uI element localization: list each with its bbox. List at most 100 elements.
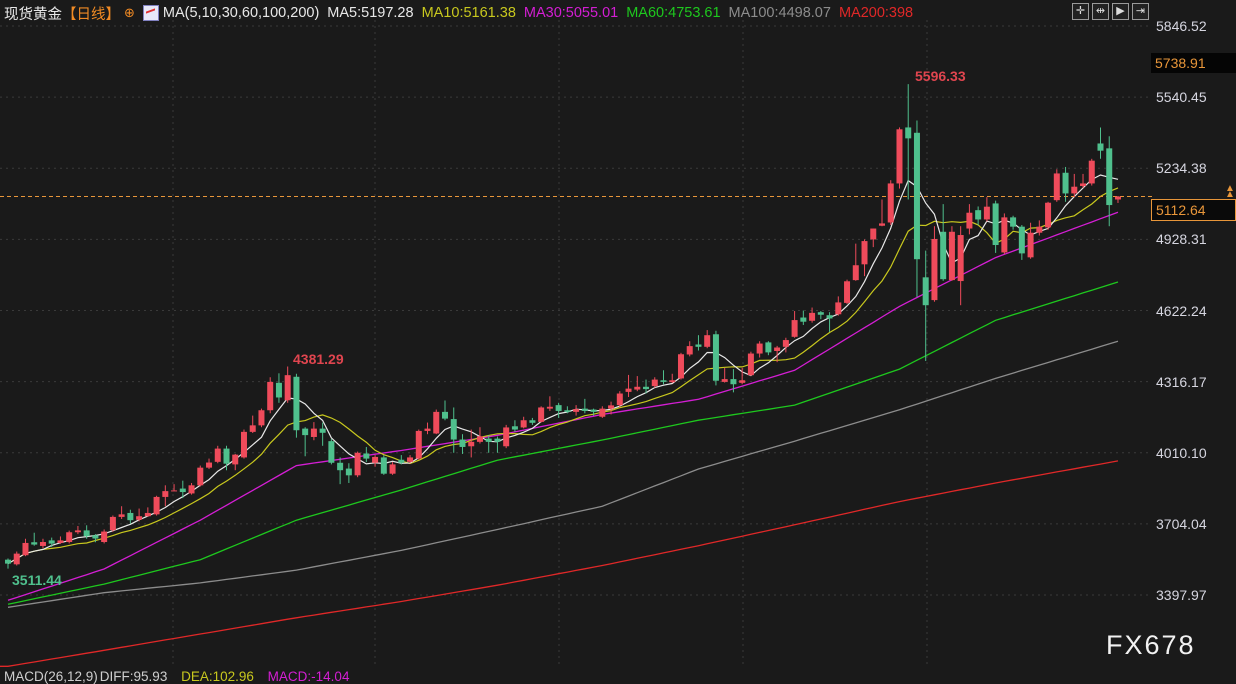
local-max-label: 4381.29 (293, 351, 344, 367)
candle-up (424, 428, 431, 431)
candle-up (948, 231, 955, 281)
candle-up (1036, 226, 1043, 233)
candle-up (240, 431, 247, 458)
candle-up (1080, 183, 1087, 186)
axis-tick: 5846.52 (1156, 18, 1207, 34)
instrument-title: 现货黄金 (4, 6, 62, 23)
ma60-value: MA60:4753.61 (626, 5, 721, 21)
candle-down (1097, 143, 1104, 151)
candle-down (511, 426, 518, 430)
play-icon[interactable]: ▶ (1112, 3, 1129, 20)
candle-up (957, 235, 964, 282)
candle-up (756, 343, 763, 354)
candle-down (660, 380, 667, 382)
settings-icon[interactable]: ⊕ (124, 5, 135, 20)
candle-up (468, 441, 475, 447)
candle-down (826, 315, 833, 319)
macd-dea: DEA:102.96 (181, 669, 254, 684)
candle-down (817, 312, 824, 315)
candle-up (74, 530, 81, 533)
candle-up (109, 516, 116, 531)
ma100-line (7, 340, 1119, 608)
scroll-up-icon[interactable]: ▲ ▲ (1225, 183, 1235, 200)
axis-tick: 4928.31 (1156, 231, 1207, 247)
candle-up (162, 491, 169, 497)
high-price-marker: 5738.91 (1151, 53, 1236, 73)
candle-up (310, 428, 317, 437)
candle-up (835, 302, 842, 315)
candle-up (608, 405, 615, 409)
candle-up (966, 212, 973, 229)
candle-down (590, 409, 597, 412)
candle-up (931, 238, 938, 301)
candle-down (494, 438, 501, 442)
candle-up (1053, 173, 1060, 201)
candle-down (179, 488, 186, 493)
candle-up (118, 514, 125, 517)
candle-up (538, 407, 545, 422)
candle-up (669, 380, 676, 383)
exit-icon[interactable]: ⇥ (1132, 3, 1149, 20)
candle-up (677, 354, 684, 379)
indicator-chart-icon[interactable] (142, 5, 159, 21)
candle-down (800, 317, 807, 322)
candle-up (39, 542, 46, 546)
axis-tick: 4622.24 (1156, 303, 1207, 319)
chart-header: 现货黄金 【日线】 ⊕ MA(5,10,30,60,100,200) MA5:5… (4, 3, 921, 23)
candle-up (476, 436, 483, 442)
ma200-line (0, 460, 1119, 667)
candle-up (267, 381, 274, 411)
candle-up (739, 380, 746, 383)
min-price-label: 3511.44 (12, 572, 62, 588)
ma60-line (7, 281, 1119, 605)
candle-up (1027, 232, 1034, 258)
candle-up (1071, 186, 1078, 194)
candle-down (337, 462, 344, 471)
candle-down (975, 210, 982, 220)
candle-down (450, 419, 457, 440)
macd-legend: MACD(26,12,9) DIFF:95.93 DEA:102.96 MACD:… (4, 669, 359, 684)
candle-down (1062, 172, 1069, 194)
candle-up (258, 410, 265, 426)
axis-tick: 4316.17 (1156, 374, 1207, 390)
indicator-label[interactable]: MA(5,10,30,60,100,200) (162, 5, 320, 21)
candle-down (643, 386, 650, 390)
candle-up (1114, 196, 1121, 200)
candle-up (232, 454, 239, 465)
candle-up (747, 353, 754, 376)
candle-up (844, 281, 851, 303)
candle-up (791, 320, 798, 337)
candle-down (564, 410, 571, 412)
candle-up (634, 386, 641, 390)
period-selector[interactable]: 【日线】 (62, 6, 120, 23)
candle-up (983, 206, 990, 220)
candle-up (520, 420, 527, 428)
candle-down (5, 559, 11, 564)
candle-down (485, 438, 492, 442)
candle-down (328, 441, 335, 463)
axis-tick: 5540.45 (1156, 89, 1207, 105)
watermark-logo: FX678 (1106, 630, 1196, 660)
candle-down (730, 379, 737, 385)
candle-up (870, 228, 877, 240)
zoom-range-icon[interactable]: ⇹ (1092, 3, 1109, 20)
candle-up (625, 388, 632, 392)
candle-up (809, 312, 816, 321)
axis-tick: 3397.97 (1156, 587, 1207, 603)
candle-down (1106, 148, 1113, 206)
axis-tick: 5234.38 (1156, 160, 1207, 176)
candle-up (415, 430, 422, 459)
candle-down (992, 203, 999, 246)
candle-up (852, 265, 859, 281)
candle-up (284, 375, 291, 401)
ma200-value: MA200:398 (838, 5, 914, 21)
candle-down (92, 535, 99, 539)
candle-up (704, 335, 711, 347)
ma10-line (7, 187, 1119, 565)
crosshair-icon[interactable]: ✛ (1072, 3, 1089, 20)
candle-down (380, 457, 387, 474)
candle-up (616, 393, 623, 406)
chart-toolbar: ✛ ⇹ ▶ ⇥ (1072, 3, 1149, 20)
candle-down (83, 530, 90, 537)
